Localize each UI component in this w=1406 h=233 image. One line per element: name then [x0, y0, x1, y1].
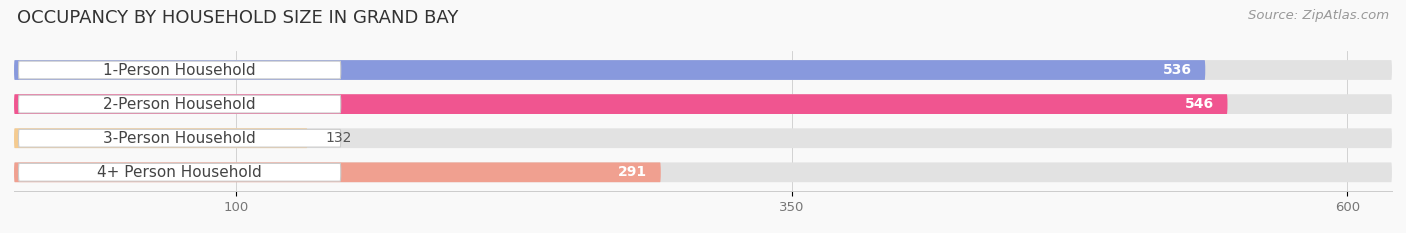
FancyBboxPatch shape	[14, 162, 661, 182]
Text: 3-Person Household: 3-Person Household	[103, 131, 256, 146]
FancyBboxPatch shape	[14, 162, 1392, 182]
FancyBboxPatch shape	[14, 60, 1392, 80]
Text: 2-Person Household: 2-Person Household	[103, 97, 256, 112]
Text: 546: 546	[1185, 97, 1215, 111]
Text: 4+ Person Household: 4+ Person Household	[97, 165, 262, 180]
Text: 132: 132	[325, 131, 352, 145]
FancyBboxPatch shape	[18, 163, 340, 181]
Text: 291: 291	[619, 165, 647, 179]
Text: 1-Person Household: 1-Person Household	[103, 62, 256, 78]
Text: OCCUPANCY BY HOUSEHOLD SIZE IN GRAND BAY: OCCUPANCY BY HOUSEHOLD SIZE IN GRAND BAY	[17, 9, 458, 27]
FancyBboxPatch shape	[18, 129, 340, 147]
FancyBboxPatch shape	[14, 94, 1227, 114]
FancyBboxPatch shape	[14, 128, 1392, 148]
FancyBboxPatch shape	[18, 95, 340, 113]
FancyBboxPatch shape	[18, 61, 340, 79]
FancyBboxPatch shape	[14, 128, 308, 148]
FancyBboxPatch shape	[14, 94, 1392, 114]
FancyBboxPatch shape	[14, 60, 1205, 80]
Text: 536: 536	[1163, 63, 1192, 77]
Text: Source: ZipAtlas.com: Source: ZipAtlas.com	[1249, 9, 1389, 22]
